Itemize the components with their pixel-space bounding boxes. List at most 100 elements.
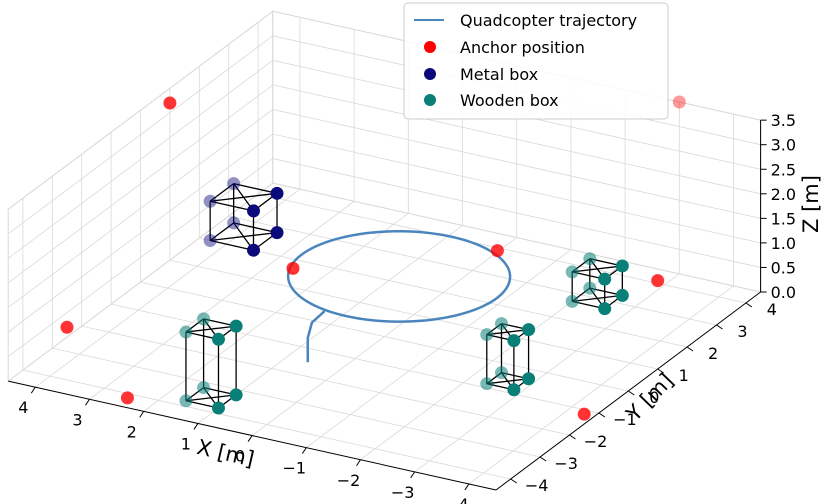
wooden-box-corner-marker (507, 334, 521, 348)
anchor-point (286, 261, 300, 275)
metal-box-edge (209, 200, 254, 212)
chart-marks (60, 95, 686, 421)
wooden-box-corner-marker (507, 383, 521, 397)
wooden-box-corner-marker (179, 325, 193, 339)
wooden-box-corner-marker (522, 323, 536, 337)
y-axis-label: Y [m] (621, 369, 678, 427)
wooden-box-corner-marker (494, 317, 508, 331)
y-tick-mark (745, 302, 753, 308)
metal-box-edge (233, 222, 278, 234)
anchor-point (120, 391, 134, 405)
tick-labels: −4−4−3−3−2−2−1−100112233440.00.51.01.52.… (18, 111, 796, 504)
wooden-box-corner-marker (583, 252, 597, 266)
wooden-box-corner-marker (565, 294, 579, 308)
anchor-point (672, 95, 686, 109)
metal-box-corner-marker (203, 194, 217, 208)
y-tick-label: 2 (708, 344, 718, 363)
legend-wooden-box-label: Wooden box (460, 91, 559, 110)
z-tick-label: 0.0 (771, 283, 796, 302)
wooden-box-corner-marker (615, 259, 629, 273)
x-tick-mark (410, 471, 416, 479)
y-tick-label: −1 (613, 410, 637, 429)
trajectory-ascent (306, 310, 326, 363)
metal-box-corner-marker (270, 186, 284, 200)
x-tick-mark (193, 423, 199, 430)
y-tick-mark (539, 456, 547, 462)
metal-box-corner-marker (247, 243, 260, 257)
x-tick-label: −3 (391, 483, 415, 502)
legend: Quadcopter trajectory Anchor position Me… (403, 2, 669, 120)
legend-frame (403, 2, 669, 120)
grid-line-z (7, 84, 761, 284)
anchor-point (651, 274, 665, 288)
x-tick-mark (247, 435, 253, 442)
wooden-box-corner-marker (583, 281, 597, 295)
metal-box-edge (209, 183, 235, 202)
wooden-box-corner-marker (197, 312, 211, 326)
wooden-box-corner-marker (211, 332, 225, 346)
x-tick-mark (30, 386, 36, 394)
anchor-point (60, 320, 74, 334)
x-tick-label: −2 (337, 471, 361, 490)
x-tick-label: −4 (445, 495, 469, 504)
legend-anchor-marker (424, 41, 436, 53)
x-tick-mark (85, 398, 90, 406)
wooden-box-corner-marker (229, 388, 243, 402)
z-tick-label: 1.5 (771, 209, 796, 228)
x-tick-mark (139, 411, 145, 418)
y-tick-mark (657, 368, 664, 374)
wooden-box-edge (185, 325, 237, 333)
x-tick-mark (301, 447, 307, 454)
y-tick-mark (716, 324, 723, 330)
y-tick-label: −2 (584, 432, 608, 451)
z-tick-label: 2.0 (771, 185, 796, 204)
y-tick-label: 0 (649, 388, 659, 407)
z-axis-label: Z [m] (799, 175, 823, 233)
wooden-box-corner-marker (179, 394, 193, 408)
anchor-point (163, 96, 177, 110)
y-tick-label: 1 (679, 366, 689, 385)
z-tick-label: 3.5 (771, 111, 796, 130)
x-axis-label: X [m] (195, 435, 257, 471)
y-tick-label: −3 (554, 454, 578, 473)
metal-box-corner-marker (247, 204, 260, 218)
wooden-box-corner-marker (494, 366, 508, 380)
wooden-box-corner-marker (598, 272, 612, 286)
metal-box-edge (209, 222, 235, 242)
legend-metal-box-label: Metal box (460, 65, 538, 84)
y-tick-mark (510, 478, 517, 484)
grid-line-z (7, 59, 761, 259)
wooden-box-corner-marker (615, 288, 629, 302)
anchor-point (577, 407, 591, 421)
wooden-box-corner-marker (197, 381, 211, 395)
legend-trajectory-label: Quadcopter trajectory (460, 11, 637, 30)
wooden-box-corner-marker (565, 265, 579, 279)
wooden-box-edge (572, 265, 623, 273)
metal-box-corner-marker (270, 226, 284, 240)
x-tick-mark (464, 483, 470, 491)
wooden-box-corner-marker (480, 328, 494, 342)
anchor-point (490, 244, 504, 258)
metal-box-edge (210, 231, 278, 242)
metal-box-edge (233, 183, 278, 194)
grid-line-z (7, 158, 761, 357)
x-tick-label: 0 (235, 447, 245, 466)
x-tick-label: 3 (72, 410, 82, 429)
wooden-box-edge (185, 394, 237, 402)
z-tick-label: 3.0 (771, 136, 796, 155)
legend-metal-box-marker (424, 68, 436, 80)
wooden-box-edge (486, 328, 529, 336)
wooden-box-corner-marker (480, 377, 494, 391)
wooden-box-edge (486, 378, 529, 385)
grid-line-z (7, 182, 761, 382)
metal-box-corner-marker (227, 216, 241, 230)
wooden-box-edge (572, 294, 623, 302)
y-tick-label: 4 (767, 300, 777, 319)
y-tick-mark (686, 346, 694, 352)
wooden-box-corner-marker (229, 319, 243, 333)
y-tick-label: −4 (525, 476, 549, 495)
trajectory-loop (286, 230, 512, 323)
metal-box-corner-marker (203, 234, 217, 248)
wooden-box-corner-marker (211, 401, 225, 415)
